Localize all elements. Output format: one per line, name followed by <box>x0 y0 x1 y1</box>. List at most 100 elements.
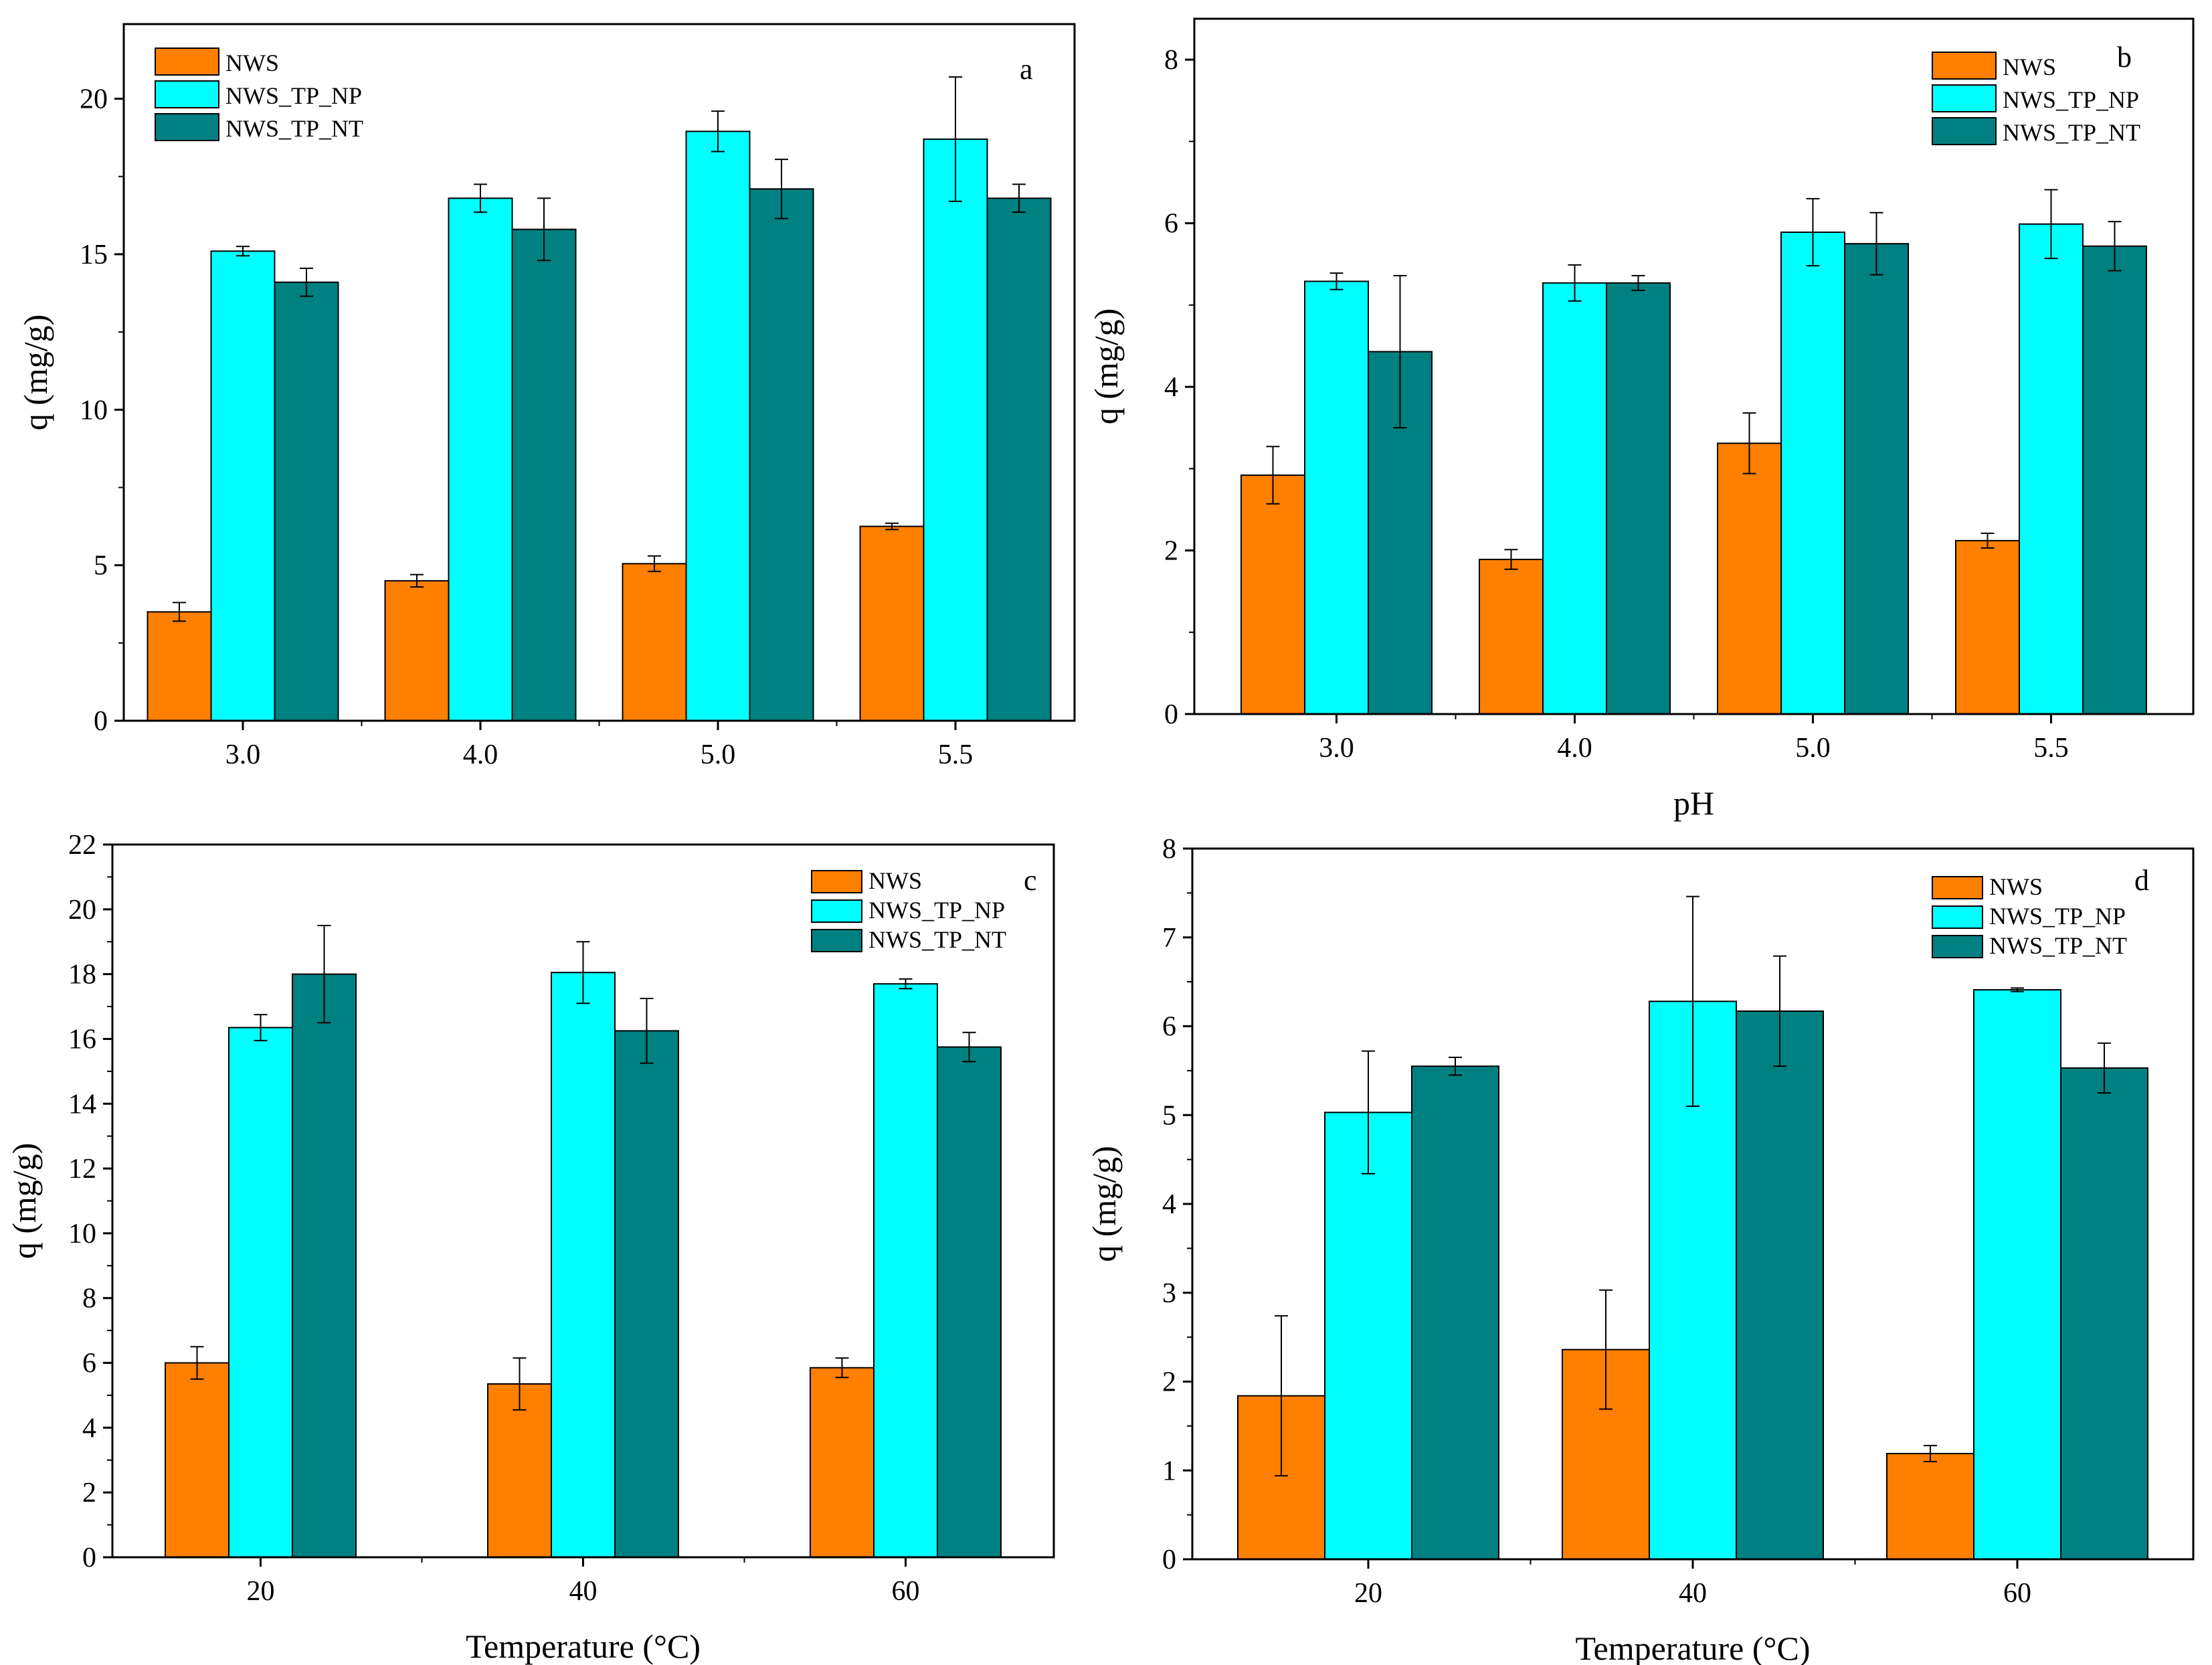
bar-b-NWS_TP_NT-4.0 <box>1606 282 1671 715</box>
x-axis-title-c: Temperature (°C) <box>466 1628 701 1665</box>
legend-swatch-b-NWS <box>1932 52 1997 80</box>
legend-swatch-d-NWS <box>1932 876 1983 899</box>
y-axis-title-b: q (mg/g) <box>1087 309 1125 425</box>
y-tick-label-a-0: 0 <box>94 706 108 737</box>
legend-label-a-NWS: NWS <box>225 50 279 76</box>
bar-b-NWS_TP_NP-3.0 <box>1304 280 1369 715</box>
legend-label-c-NWS_TP_NT: NWS_TP_NT <box>868 926 1006 953</box>
y-tick-label-d-4: 4 <box>1162 1189 1176 1220</box>
bar-a-NWS_TP_NT-4.0 <box>511 228 577 721</box>
bar-c-NWS_TP_NT-40 <box>614 1030 679 1558</box>
bar-d-NWS_TP_NT-60 <box>2060 1067 2148 1560</box>
legend-label-a-NWS_TP_NT: NWS_TP_NT <box>225 115 363 142</box>
x-tick-label-d-20: 20 <box>1354 1578 1382 1609</box>
y-tick-label-c-18: 18 <box>68 960 96 990</box>
chart-panel-d: 0 1 2 3 4 5 6 7 8 20 40 60 q (mg/g) Temperature (°C) N… <box>1085 834 2195 1665</box>
bar-c-NWS_TP_NP-60 <box>873 983 938 1558</box>
y-tick-label-d-5: 5 <box>1162 1100 1176 1131</box>
y-tick-label-a-10: 10 <box>80 395 108 426</box>
legend-label-a-NWS_TP_NP: NWS_TP_NP <box>225 82 362 109</box>
y-axis-title-a: q (mg/g) <box>17 315 54 431</box>
bar-a-NWS_TP_NT-5.5 <box>986 197 1052 721</box>
bar-a-NWS-4.0 <box>384 580 450 722</box>
bar-a-NWS_TP_NP-5.0 <box>685 130 751 722</box>
y-tick-label-d-8: 8 <box>1162 834 1176 865</box>
legend-swatch-b-NWS_TP_NT <box>1932 117 1997 145</box>
y-tick-label-c-2: 2 <box>82 1478 96 1508</box>
x-axis-title-d: Temperature (°C) <box>1575 1630 1810 1665</box>
legend-label-b-NWS_TP_NP: NWS_TP_NP <box>2003 86 2139 113</box>
legend-swatch-c-NWS_TP_NP <box>811 899 862 923</box>
legend-b: NWS NWS_TP_NP NWS_TP_NT <box>1932 52 2140 146</box>
x-axis-title-b: pH <box>1673 784 1714 822</box>
x-tick-label-c-40: 40 <box>569 1576 597 1607</box>
y-tick-label-d-3: 3 <box>1162 1278 1176 1309</box>
y-tick-label-a-20: 20 <box>80 84 108 115</box>
bar-c-NWS-60 <box>810 1367 874 1558</box>
x-tick-label-d-40: 40 <box>1679 1578 1707 1609</box>
legend-swatch-d-NWS_TP_NT <box>1932 935 1983 958</box>
bar-c-NWS_TP_NP-40 <box>551 972 616 1559</box>
legend-label-c-NWS: NWS <box>868 867 922 894</box>
y-tick-label-c-10: 10 <box>68 1219 96 1249</box>
legend-swatch-c-NWS <box>811 870 862 893</box>
x-tick-label-a-3.0: 3.0 <box>225 739 261 770</box>
bar-a-NWS_TP_NT-5.0 <box>749 188 814 721</box>
bar-b-NWS-3.0 <box>1240 474 1305 715</box>
bar-d-NWS_TP_NT-20 <box>1411 1065 1499 1561</box>
bar-b-NWS-5.0 <box>1717 442 1782 715</box>
legend-label-c-NWS_TP_NP: NWS_TP_NP <box>868 897 1005 924</box>
bar-a-NWS_TP_NP-4.0 <box>448 197 513 721</box>
y-tick-label-c-14: 14 <box>68 1089 96 1120</box>
bar-b-NWS_TP_NT-5.5 <box>2082 245 2147 715</box>
y-axis-title-c: q (mg/g) <box>5 1143 43 1259</box>
y-tick-label-c-22: 22 <box>68 830 96 861</box>
legend-swatch-a-NWS_TP_NT <box>155 113 219 141</box>
x-tick-label-b-5.5: 5.5 <box>2033 733 2069 764</box>
y-tick-label-b-6: 6 <box>1164 209 1178 240</box>
y-tick-label-d-0: 0 <box>1162 1545 1176 1575</box>
bar-d-NWS_TP_NT-40 <box>1736 1010 1824 1560</box>
bar-c-NWS_TP_NP-20 <box>228 1027 293 1558</box>
y-tick-label-c-4: 4 <box>82 1413 96 1443</box>
legend-label-d-NWS_TP_NT: NWS_TP_NT <box>1989 932 2127 959</box>
bar-b-NWS-4.0 <box>1479 558 1544 715</box>
bar-b-NWS_TP_NT-5.0 <box>1844 243 1909 715</box>
y-tick-label-a-15: 15 <box>80 240 108 270</box>
legend-swatch-d-NWS_TP_NP <box>1932 905 1983 929</box>
y-tick-label-b-8: 8 <box>1164 45 1178 76</box>
y-tick-label-c-16: 16 <box>68 1024 96 1055</box>
panel-letter-d: d <box>2134 864 2149 897</box>
y-tick-label-d-2: 2 <box>1162 1367 1176 1398</box>
legend-a: NWS NWS_TP_NP NWS_TP_NT <box>155 48 363 142</box>
bar-d-NWS_TP_NP-60 <box>1973 989 2061 1560</box>
y-tick-label-d-6: 6 <box>1162 1012 1176 1043</box>
x-tick-label-b-5.0: 5.0 <box>1795 733 1831 764</box>
bar-b-NWS_TP_NP-5.5 <box>2019 223 2084 715</box>
y-tick-label-d-1: 1 <box>1162 1456 1176 1486</box>
chart-panel-a: 0 5 10 15 20 3.0 4.0 5.0 5.5 q (mg/g) NWS NWS_TP_NP… <box>17 23 1076 770</box>
bar-d-NWS-60 <box>1886 1453 1974 1561</box>
x-tick-label-a-4.0: 4.0 <box>463 739 498 770</box>
x-tick-label-c-60: 60 <box>892 1576 920 1607</box>
bar-c-NWS_TP_NT-60 <box>937 1046 1002 1558</box>
legend-swatch-a-NWS <box>155 48 219 76</box>
legend-swatch-b-NWS_TP_NP <box>1932 84 1997 112</box>
y-tick-label-d-7: 7 <box>1162 923 1176 954</box>
bar-a-NWS-5.0 <box>622 563 687 721</box>
bar-c-NWS-20 <box>165 1362 229 1558</box>
bar-b-NWS_TP_NP-4.0 <box>1542 282 1607 715</box>
x-tick-label-b-4.0: 4.0 <box>1557 733 1592 764</box>
x-tick-label-d-60: 60 <box>2003 1578 2031 1609</box>
x-tick-label-a-5.5: 5.5 <box>938 739 974 770</box>
bar-a-NWS_TP_NP-3.0 <box>210 250 276 721</box>
bar-a-NWS-3.0 <box>147 611 212 721</box>
x-tick-label-a-5.0: 5.0 <box>701 739 736 770</box>
bar-c-NWS_TP_NT-20 <box>292 973 357 1558</box>
bar-a-NWS-5.5 <box>859 525 925 721</box>
bar-b-NWS-5.5 <box>1955 539 2020 715</box>
